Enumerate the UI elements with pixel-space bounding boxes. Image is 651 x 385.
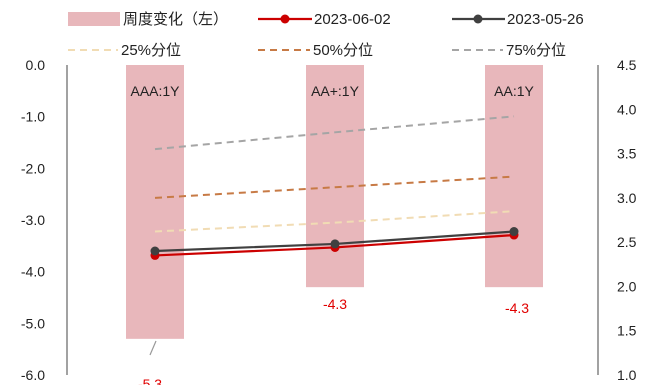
legend-swatch-bar bbox=[68, 12, 120, 26]
left-tick-label-2: -1.0 bbox=[21, 109, 45, 125]
series-line-3 bbox=[154, 210, 515, 233]
legend-label-2: 2023-05-26 bbox=[507, 11, 584, 28]
series-2-point-1 bbox=[150, 246, 160, 256]
right-tick-label-8: 1.0 bbox=[617, 367, 637, 383]
left-tick-label-4: -3.0 bbox=[21, 212, 45, 228]
right-tick-label-3: 3.5 bbox=[617, 146, 637, 162]
legend-marker-2 bbox=[473, 14, 483, 24]
labels: AAA:1Y AA+:1Y AA:1Y -5.3 -4.3 -4.3 bbox=[130, 83, 534, 385]
bar-data-label-2: -4.3 bbox=[323, 296, 347, 312]
category-label-2: AA+:1Y bbox=[311, 83, 360, 99]
legend-label-bar: 周度变化（左） bbox=[123, 11, 228, 28]
left-tick-label-1: 0.0 bbox=[26, 57, 46, 73]
bar-data-label-3: -4.3 bbox=[505, 300, 529, 316]
series-2-point-2 bbox=[330, 239, 340, 249]
legend-label-1: 2023-06-02 bbox=[314, 11, 391, 28]
bar-3 bbox=[485, 65, 543, 288]
left-tick-label-3: -2.0 bbox=[21, 160, 45, 176]
series-2-point-3 bbox=[509, 227, 519, 237]
category-label-3: AA:1Y bbox=[494, 83, 534, 99]
line-series-group bbox=[150, 115, 519, 260]
legend-marker-1 bbox=[280, 14, 290, 24]
legend-label-4: 50%分位 bbox=[313, 42, 373, 59]
series-line-5 bbox=[154, 115, 515, 151]
bar-1 bbox=[126, 65, 184, 339]
left-tick-label-7: -6.0 bbox=[21, 367, 45, 383]
right-tick-label-6: 2.0 bbox=[617, 278, 637, 294]
legend: 周度变化（左） 2023-06-02 2023-05-26 25%分位 50%分位 75%… bbox=[68, 11, 584, 59]
bar-data-label-1: -5.3 bbox=[138, 376, 162, 385]
left-tick-label-6: -5.0 bbox=[21, 315, 45, 331]
data-label-leader-line bbox=[149, 340, 157, 356]
right-tick-label-4: 3.0 bbox=[617, 190, 637, 206]
left-tick-label-5: -4.0 bbox=[21, 264, 45, 280]
right-tick-label-7: 1.5 bbox=[617, 323, 637, 339]
right-tick-label-1: 4.5 bbox=[617, 57, 637, 73]
legend-label-3: 25%分位 bbox=[121, 42, 181, 59]
category-label-1: AAA:1Y bbox=[130, 83, 180, 99]
right-tick-label-5: 2.5 bbox=[617, 234, 637, 250]
legend-label-5: 75%分位 bbox=[506, 42, 566, 59]
axes: 0.0 -1.0 -2.0 -3.0 -4.0 -5.0 -6.0 4.5 4.0 3.5 3.0 2… bbox=[21, 57, 637, 383]
series-line-4 bbox=[154, 175, 515, 199]
right-tick-label-2: 4.0 bbox=[617, 101, 637, 117]
